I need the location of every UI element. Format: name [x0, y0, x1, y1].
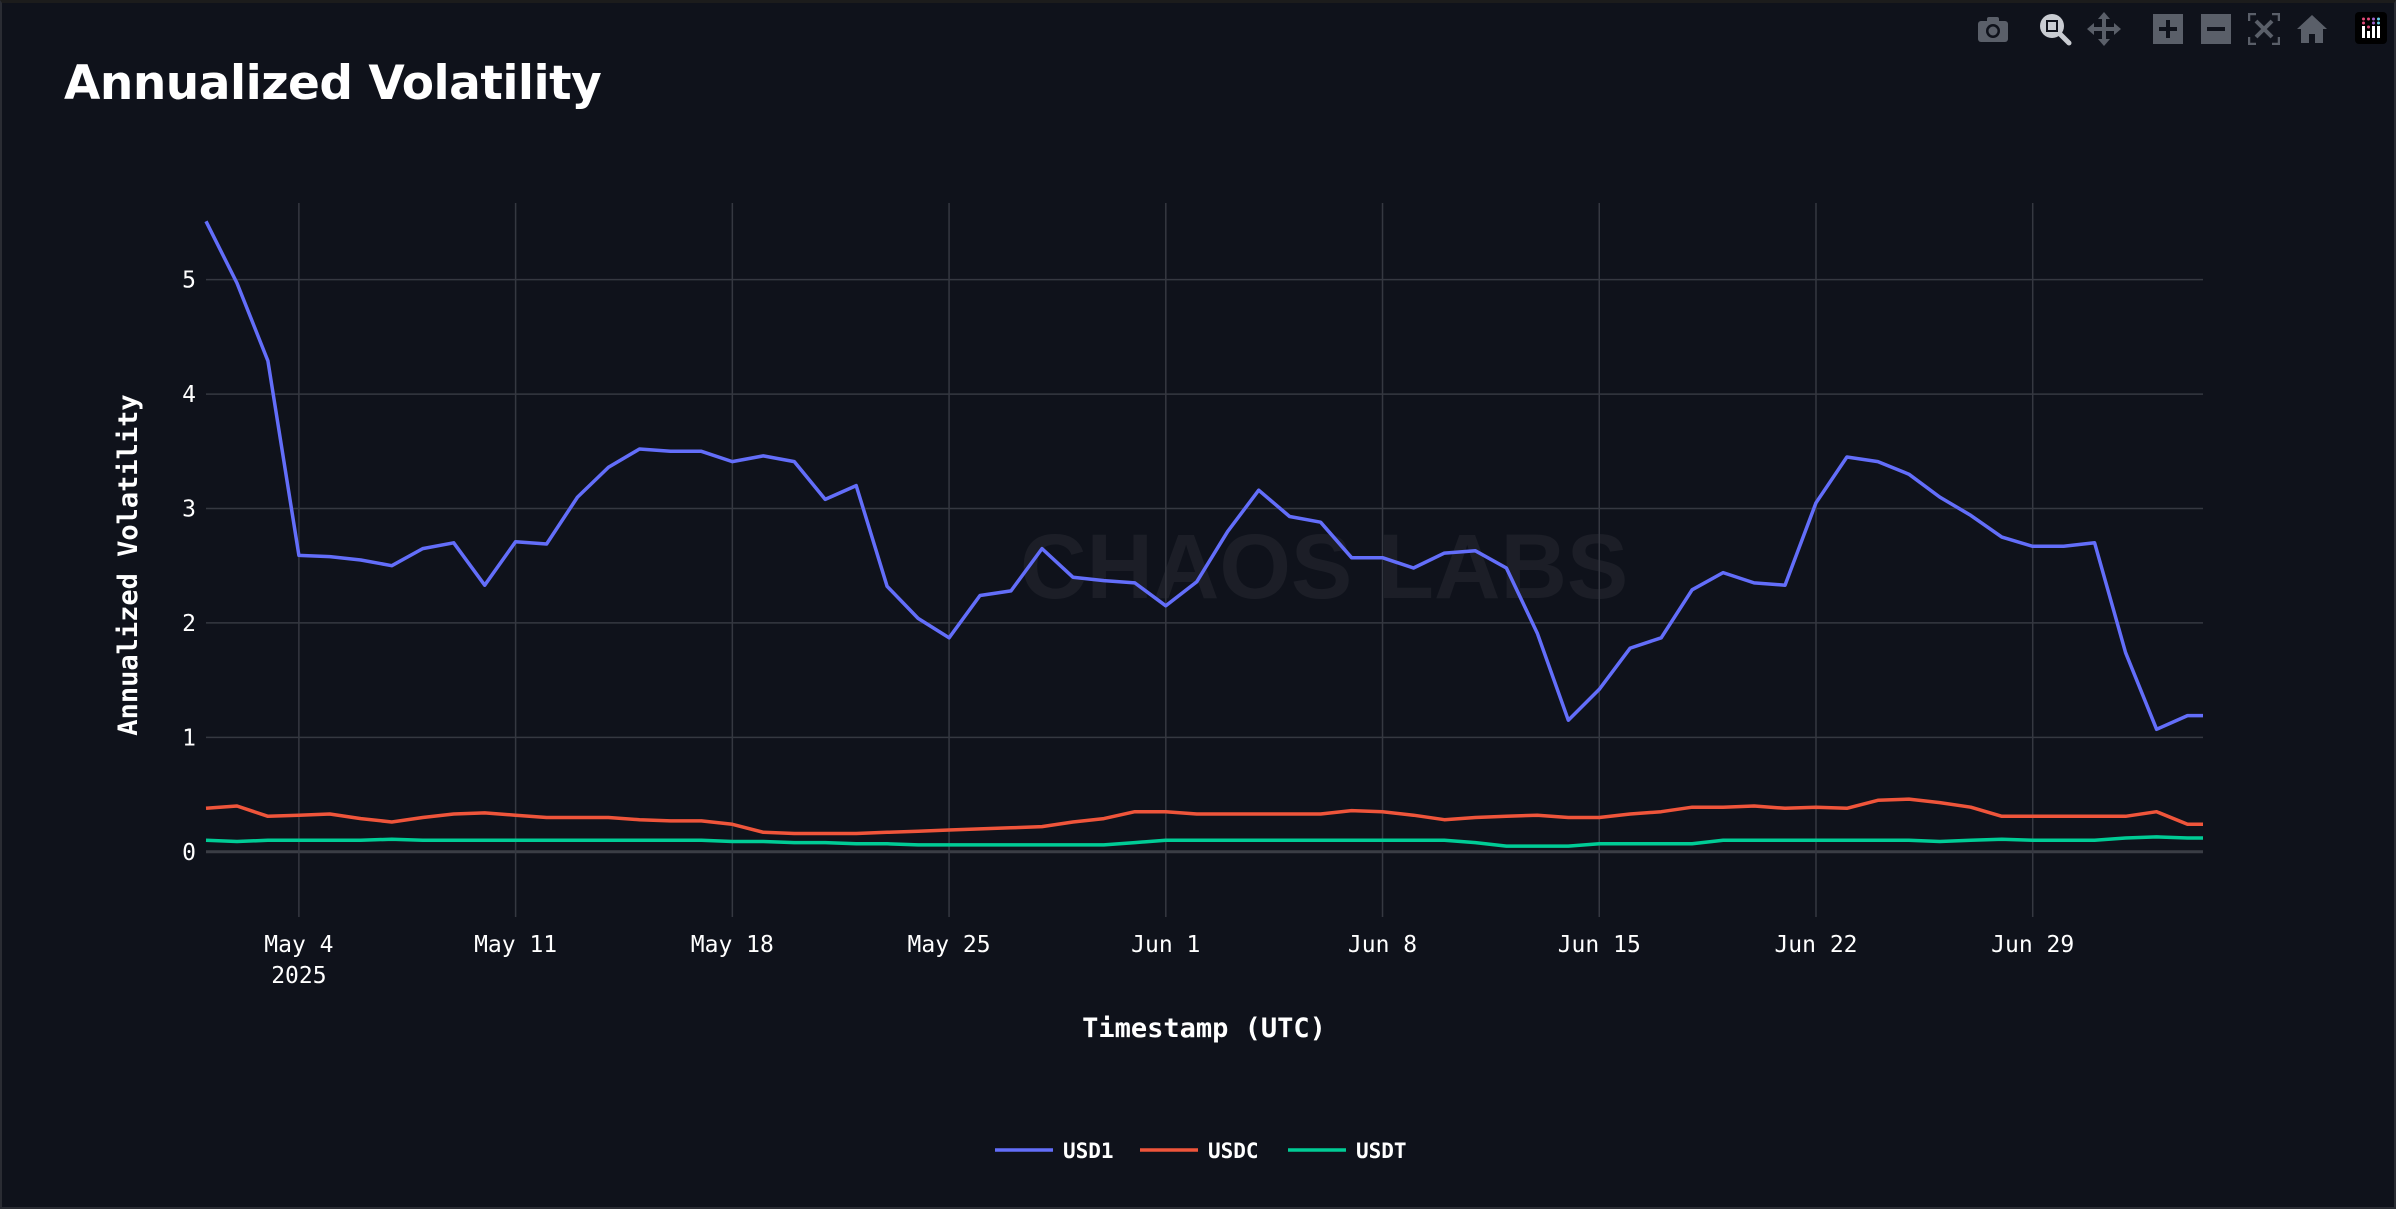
- legend-item-usdt[interactable]: USDT: [1288, 1139, 1407, 1163]
- camera-icon[interactable]: [1976, 12, 2010, 46]
- series-line-usdc: [205, 797, 2203, 836]
- y-tick-label: 1: [182, 725, 196, 751]
- y-tick-label: 0: [182, 840, 196, 866]
- zoom-in-icon[interactable]: [2151, 12, 2185, 46]
- y-axis-ticks: 0 1 2 3 4 5: [182, 268, 196, 866]
- legend-label: USDT: [1356, 1139, 1407, 1163]
- legend-label: USDC: [1208, 1139, 1259, 1163]
- x-tick-label: Jun 15: [1558, 932, 1641, 958]
- x-tick-label: May 11: [474, 932, 557, 958]
- y-tick-label: 3: [182, 497, 196, 523]
- x-tick-label: Jun 1: [1131, 932, 1200, 958]
- series-lines: [204, 220, 2203, 848]
- x-tick-label: Jun 29: [1991, 932, 2074, 958]
- plotly-logo-icon[interactable]: [2355, 12, 2387, 44]
- zoom-icon[interactable]: [2038, 12, 2072, 46]
- pan-icon[interactable]: [2087, 12, 2121, 46]
- series-line-usdt: [205, 835, 2203, 848]
- legend-label: USD1: [1063, 1139, 1114, 1163]
- grid: [206, 203, 2203, 917]
- x-tick-year-label: 2025: [271, 963, 326, 989]
- x-axis-ticks: May 4 2025 May 11 May 18 May 25 Jun 1 Jun 8 Jun…: [264, 932, 2074, 989]
- legend-item-usd1[interactable]: USD1: [995, 1139, 1114, 1163]
- x-tick-label: Jun 22: [1774, 932, 1857, 958]
- x-tick-label: May 4: [264, 932, 333, 958]
- x-tick-label: Jun 8: [1348, 932, 1417, 958]
- series-line-usd1: [204, 220, 2203, 732]
- y-tick-label: 2: [182, 611, 196, 637]
- zoom-out-icon[interactable]: [2199, 12, 2233, 46]
- x-tick-label: May 18: [691, 932, 774, 958]
- watermark: CHAOS LABS: [1020, 516, 1628, 618]
- home-icon[interactable]: [2295, 12, 2329, 46]
- y-axis-title: Annualized Volatility: [113, 394, 144, 735]
- x-tick-label: May 25: [908, 932, 991, 958]
- y-tick-label: 4: [182, 382, 196, 408]
- legend-item-usdc[interactable]: USDC: [1140, 1139, 1259, 1163]
- page-title: Annualized Volatility: [64, 56, 602, 111]
- autoscale-icon[interactable]: [2247, 12, 2281, 46]
- y-tick-label: 5: [182, 268, 196, 294]
- x-axis-title: Timestamp (UTC): [1082, 1013, 1326, 1044]
- legend[interactable]: USD1 USDC USDT: [995, 1139, 1407, 1163]
